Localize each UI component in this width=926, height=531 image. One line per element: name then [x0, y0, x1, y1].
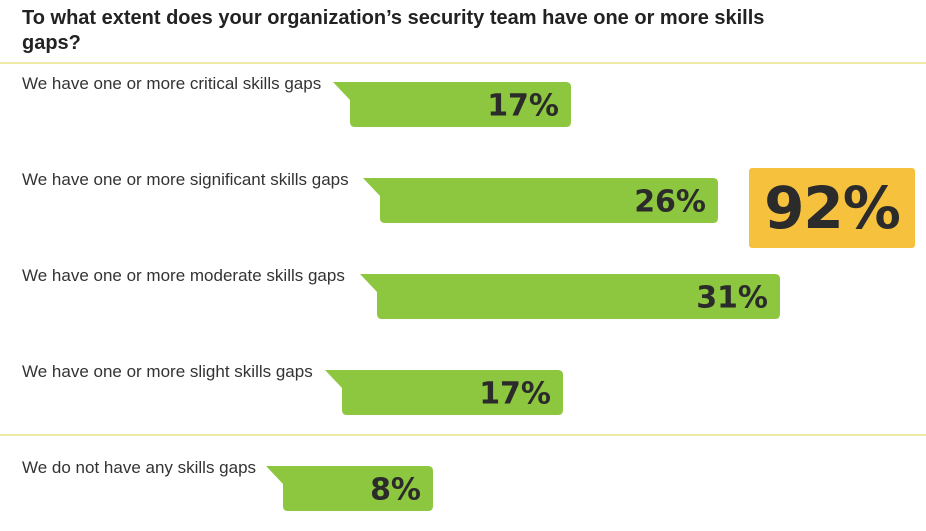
bar	[360, 274, 780, 319]
row-label: We have one or more moderate skills gaps	[22, 266, 345, 285]
chart-title: To what extent does your organization’s …	[22, 7, 765, 54]
bar	[333, 82, 571, 127]
total-badge: 92%	[749, 168, 915, 248]
bar	[325, 370, 563, 415]
bar-value-label: 17%	[487, 89, 559, 124]
row-label: We have one or more slight skills gaps	[22, 362, 313, 381]
bar-value-label: 26%	[634, 185, 706, 220]
row-label: We have one or more significant skills g…	[22, 170, 349, 189]
bar	[363, 178, 718, 223]
bar-value-label: 31%	[696, 281, 768, 316]
bar	[266, 466, 433, 511]
row-label: We do not have any skills gaps	[22, 458, 256, 477]
top-divider	[0, 62, 926, 64]
total-value: 92%	[764, 174, 901, 242]
bar-value-label: 8%	[370, 473, 421, 508]
row-label: We have one or more critical skills gaps	[22, 74, 321, 93]
bottom-divider	[0, 434, 926, 436]
bar-value-label: 17%	[479, 377, 551, 412]
